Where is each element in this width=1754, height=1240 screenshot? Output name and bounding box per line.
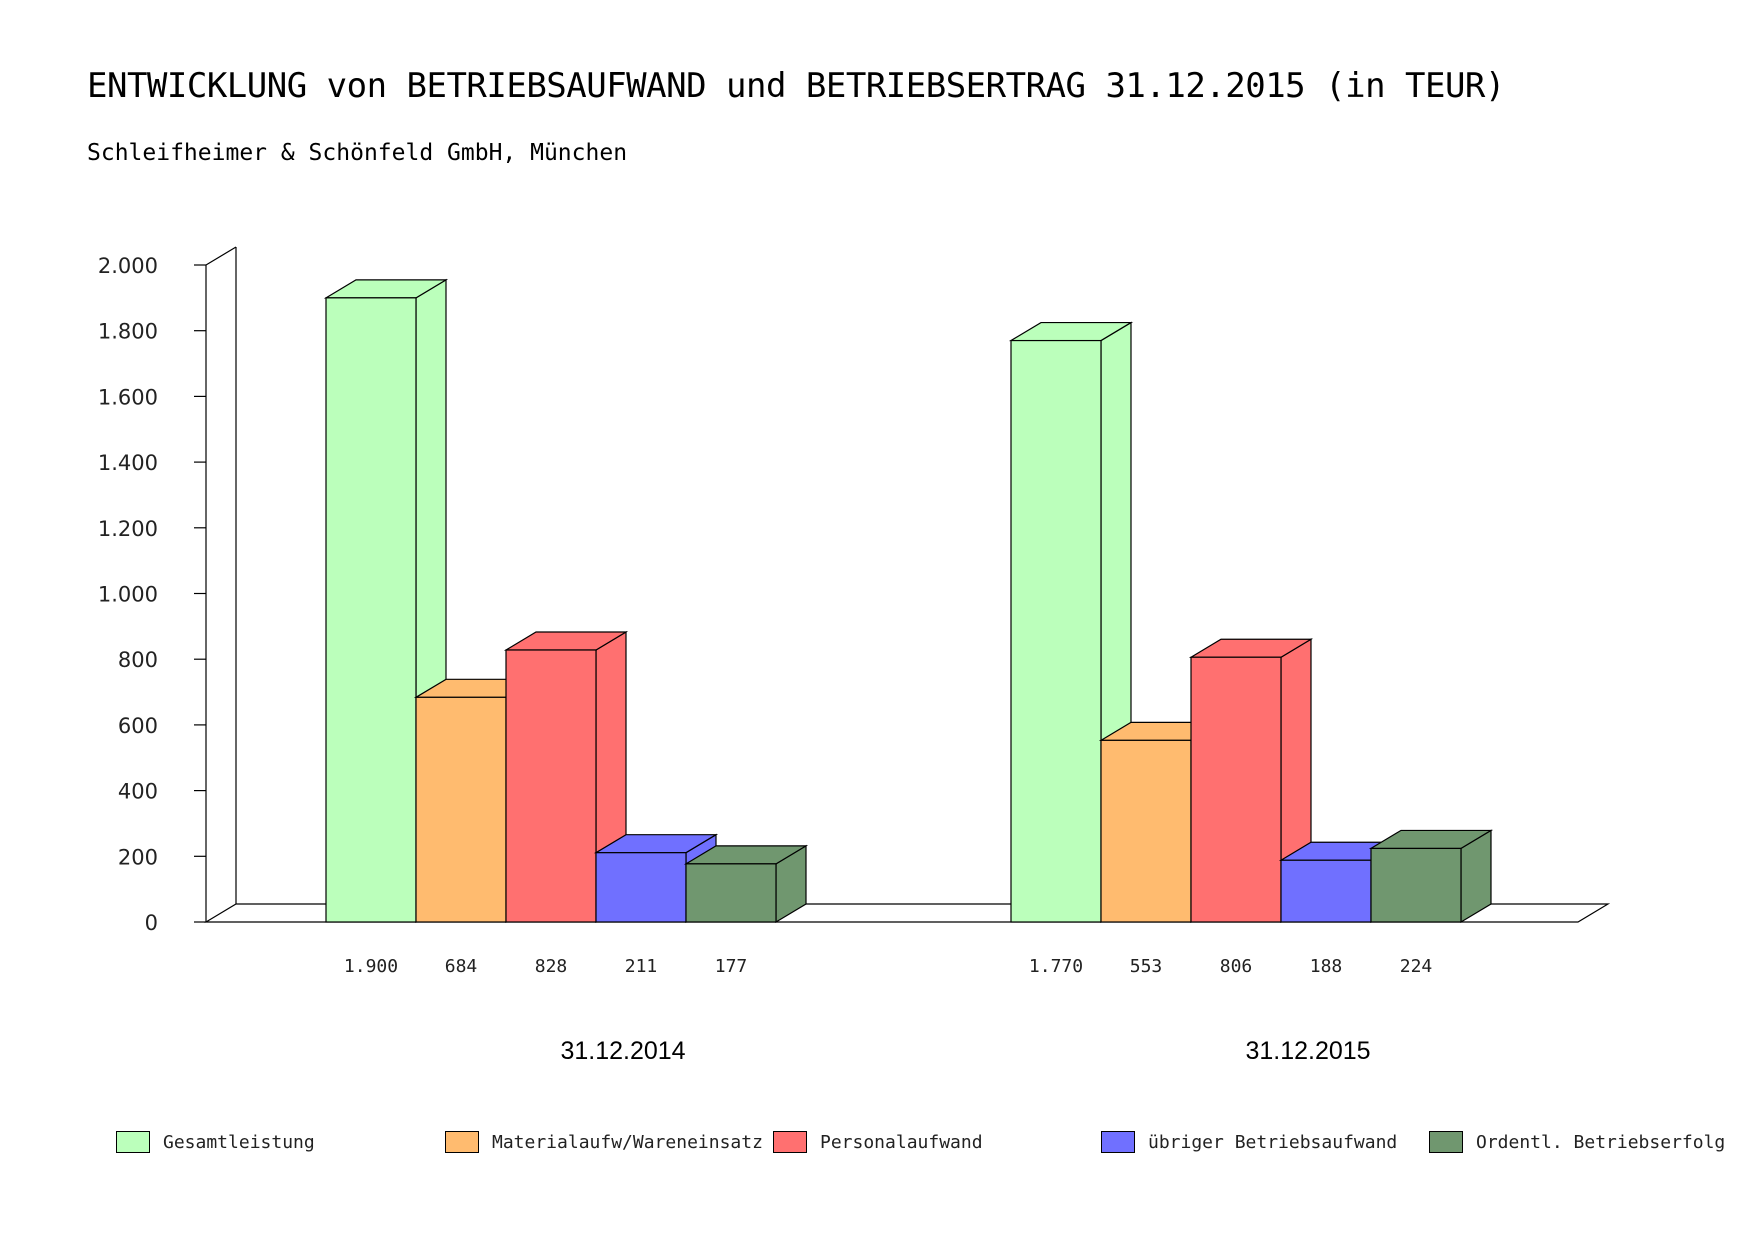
bar-5-31-12-2015 [1368, 829, 1494, 924]
y-tick-label: 1.000 [98, 583, 158, 607]
y-tick-label: 200 [118, 845, 158, 869]
y-tick-label: 2.000 [98, 254, 158, 278]
chart-title: ENTWICKLUNG von BETRIEBSAUFWAND und BETR… [87, 66, 1505, 106]
legend-swatch [773, 1131, 807, 1153]
legend-swatch [445, 1131, 479, 1153]
y-tick-label: 800 [118, 648, 158, 672]
bar-front-face [685, 863, 777, 923]
legend-swatch [1101, 1131, 1135, 1153]
data-label: 1.900 [344, 956, 398, 977]
data-label: 224 [1400, 956, 1433, 977]
legend-swatch [1429, 1131, 1463, 1153]
bar-front-face [325, 297, 417, 923]
data-label: 211 [625, 956, 658, 977]
y-tick-label: 400 [118, 780, 158, 804]
bar-1-31-12-2015 [1008, 321, 1134, 924]
bar-front-face [1100, 739, 1192, 923]
data-label: 806 [1220, 956, 1253, 977]
y-tick-label: 0 [145, 911, 158, 935]
bar-front-face [1190, 656, 1282, 923]
legend-label: übriger Betriebsaufwand [1148, 1132, 1398, 1153]
bar-front-face [1010, 339, 1102, 923]
bar-front-face [505, 649, 597, 923]
legend-label: Materialaufw/Wareneinsatz [492, 1132, 763, 1153]
legend-label: Gesamtleistung [163, 1132, 315, 1153]
category-label: 31.12.2015 [1245, 1037, 1370, 1065]
bar-front-face [415, 696, 507, 923]
y-tick-label: 1.400 [98, 451, 158, 475]
y-tick-label: 1.200 [98, 517, 158, 541]
data-label: 177 [715, 956, 748, 977]
bar-5-31-12-2014 [683, 844, 809, 924]
data-label: 1.770 [1029, 956, 1083, 977]
y-tick-label: 1.800 [98, 320, 158, 344]
y-tick-label: 600 [118, 714, 158, 738]
data-label: 684 [445, 956, 478, 977]
legend-swatch [116, 1131, 150, 1153]
back-wall-top-edge [205, 246, 237, 266]
category-label: 31.12.2014 [560, 1037, 685, 1065]
bar-front-face [595, 852, 687, 923]
legend-label: Personalaufwand [820, 1132, 983, 1153]
chart-subtitle: Schleifheimer & Schönfeld GmbH, München [87, 140, 628, 166]
bar-front-face [1370, 847, 1462, 923]
legend-label: Ordentl. Betriebserfolg [1476, 1132, 1726, 1153]
data-label: 828 [535, 956, 568, 977]
bar-front-face [1280, 859, 1372, 923]
data-label: 188 [1310, 956, 1343, 977]
y-tick-label: 1.600 [98, 385, 158, 409]
data-label: 553 [1130, 956, 1163, 977]
